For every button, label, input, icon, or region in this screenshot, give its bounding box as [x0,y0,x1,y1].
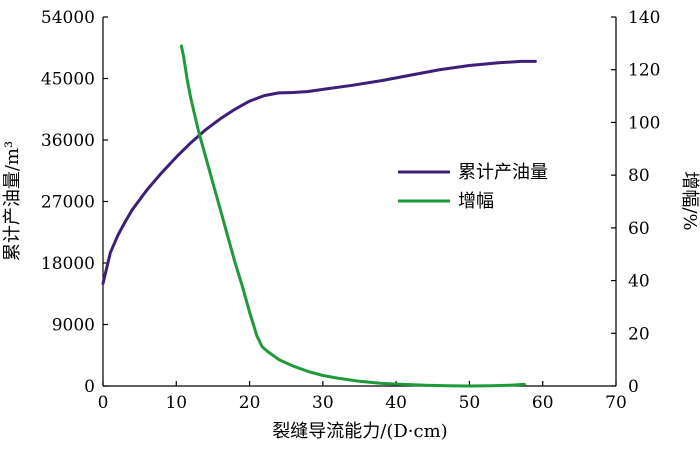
y-right-tick-label: 40 [628,272,650,292]
x-tick-label: 30 [312,393,334,413]
x-tick-label: 20 [239,393,261,413]
legend-label-increase: 增幅 [458,191,494,212]
y-left-tick-label: 36000 [41,131,95,151]
x-axis-title: 裂缝导流能力/(D·cm) [272,421,447,442]
y-left-tick-label: 18000 [41,254,95,274]
y-left-axis-title: 累计产油量/m³ [2,141,23,261]
y-left-tick-label: 9000 [52,316,95,336]
y-right-tick-label: 80 [628,166,650,186]
plot-frame [102,17,617,387]
legend-label-cumulative-oil: 累计产油量 [458,162,548,183]
series-line-cumulative-oil [101,59,537,285]
x-tick-label: 70 [605,393,627,413]
y-left-axis-ticks: 0 9000 18000 27000 36000 45000 54000 [41,8,108,397]
y-right-axis-title: 增幅/% [679,171,700,230]
series-line-increase [179,44,526,388]
y-right-tick-label: 100 [628,113,660,133]
y-right-tick-label: 120 [628,61,660,81]
y-right-tick-label: 140 [628,8,660,28]
x-tick-label: 10 [165,393,187,413]
y-left-tick-label: 27000 [41,193,95,213]
legend: 累计产油量 增幅 [398,162,548,212]
x-tick-label: 0 [98,393,109,413]
y-right-axis-ticks: 0 20 40 60 80 100 120 140 [611,8,660,397]
y-right-tick-label: 20 [628,324,650,344]
y-left-tick-label: 0 [84,377,95,397]
x-tick-label: 50 [459,393,481,413]
x-tick-label: 40 [385,393,407,413]
y-right-tick-label: 60 [628,219,650,239]
x-tick-label: 60 [532,393,554,413]
y-left-tick-label: 45000 [41,70,95,90]
y-right-tick-label: 0 [628,377,639,397]
y-left-tick-label: 54000 [41,8,95,28]
